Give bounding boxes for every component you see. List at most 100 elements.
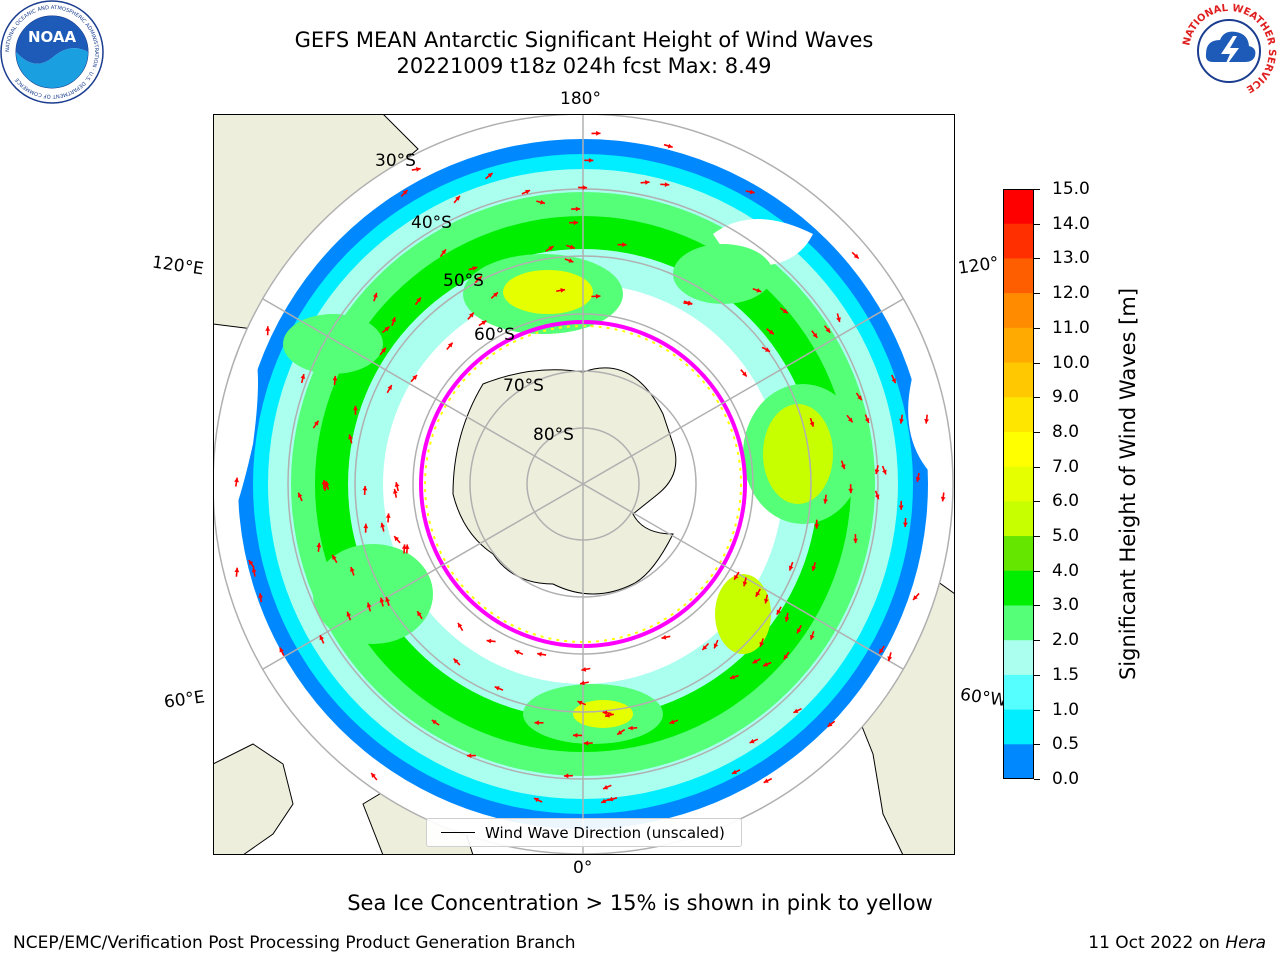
wave-arrow-head	[540, 199, 545, 205]
colorbar-tick-label: 2.0	[1052, 630, 1080, 651]
wave-arrow-head	[481, 320, 487, 326]
wave-arrow-head	[319, 635, 324, 641]
wave-arrow-head	[898, 505, 904, 510]
wave-arrow-head	[476, 276, 482, 281]
wave-arrow-head	[664, 182, 670, 187]
wave-arrow-head	[661, 634, 667, 640]
wave-arrow-head	[487, 173, 493, 178]
colorbar-tick-label: 3.0	[1052, 595, 1080, 616]
wave-arrow-head	[601, 798, 607, 804]
wave-arrow-head	[316, 542, 322, 548]
colorbar-tick-mark	[1034, 397, 1040, 399]
colorbar-segment	[1003, 466, 1034, 502]
wave-arrow-head	[645, 180, 650, 185]
wave-arrow-head	[783, 654, 789, 660]
wave-arrow-head	[864, 418, 870, 423]
wave-arrow-head	[874, 494, 880, 500]
wave-arrow-head	[915, 477, 921, 482]
wave-arrow-head	[814, 524, 820, 529]
wave-arrow-head	[346, 611, 352, 617]
wave-arrow-head	[363, 523, 369, 529]
map-legend: Wind Wave Direction (unscaled)	[426, 818, 742, 847]
wave-arrow-head	[537, 651, 542, 657]
wave-arrow-head	[853, 253, 859, 259]
wave-arrow-head	[568, 258, 574, 263]
wave-arrow-head	[417, 611, 422, 617]
colorbar-segment	[1003, 397, 1034, 433]
wave-arrow-head	[472, 266, 478, 271]
wave-arrow-head	[321, 480, 327, 485]
wave-arrow-head	[431, 720, 437, 725]
wave-arrow-head	[447, 342, 453, 348]
colorbar-tick-mark	[1034, 501, 1040, 503]
colorbar-tick-label: 1.5	[1052, 664, 1080, 685]
lon-label-60w: 60°W	[958, 684, 1009, 712]
colorbar-tick-label: 5.0	[1052, 526, 1080, 547]
wave-arrow-head	[891, 378, 896, 384]
colorbar-tick-label: 14.0	[1052, 213, 1090, 234]
wave-arrow-head	[763, 778, 769, 783]
wave-arrow-head	[940, 496, 946, 502]
wave-arrow-head	[279, 647, 284, 653]
wave-arrow-head	[251, 567, 257, 573]
wave-arrow-head	[314, 420, 319, 426]
wave-arrow-head	[583, 740, 589, 746]
wave-arrow-head	[324, 481, 330, 486]
wave-arrow-head	[776, 609, 781, 615]
colorbar-tick-mark	[1034, 709, 1040, 711]
wave-arrow-head	[731, 769, 737, 774]
wave-arrow-head	[258, 593, 263, 598]
colorbar-tick-label: 13.0	[1052, 248, 1090, 269]
colorbar-tick-label: 4.0	[1052, 560, 1080, 581]
wave-arrow-head	[784, 616, 790, 622]
wave-arrow-head	[752, 659, 758, 664]
colorbar-segment	[1003, 674, 1034, 711]
wave-arrow-head	[588, 158, 594, 163]
colorbar-tick-label: 0.5	[1052, 734, 1080, 755]
wave-arrow-head	[384, 326, 390, 332]
colorbar-tick-label: 11.0	[1052, 317, 1090, 338]
wave-arrow-head	[332, 554, 337, 560]
wave-arrow-head	[763, 662, 768, 667]
wave-arrow-head	[300, 374, 306, 379]
wave-arrow-head	[455, 195, 460, 201]
wave-arrow-head	[729, 674, 735, 680]
colorbar-segment	[1003, 189, 1034, 225]
colorbar-segment	[1003, 258, 1034, 294]
colorbar-tick-label: 6.0	[1052, 491, 1080, 512]
wave-arrow-head	[486, 638, 492, 644]
wave-arrow-head	[379, 597, 385, 603]
wave-arrow-head	[580, 680, 585, 686]
wave-arrow-head	[882, 469, 887, 475]
wave-arrow-head	[297, 492, 303, 498]
wave-arrow-head	[853, 538, 858, 544]
wave-arrow-head	[793, 708, 799, 713]
lon-label-0: 0°	[573, 858, 593, 878]
wave-arrow-head	[749, 189, 755, 195]
wave-arrow-head	[811, 566, 817, 571]
noaa-logo-text: NOAA	[28, 28, 77, 46]
wave-arrow-head	[596, 130, 601, 136]
wave-arrow-head	[836, 317, 841, 323]
wave-arrow-head	[493, 292, 498, 298]
colorbar-tick-label: 8.0	[1052, 421, 1080, 442]
chart-subtitle: 20221009 t18z 024h fcst Max: 8.49	[396, 54, 772, 78]
colorbar-tick-mark	[1034, 570, 1040, 572]
wave-arrow-head	[362, 485, 368, 491]
wave-arrow-head	[713, 643, 719, 649]
lat-label-70s: 70°S	[503, 376, 544, 396]
wave-arrow-head	[381, 347, 386, 353]
colorbar-tick-label: 12.0	[1052, 283, 1090, 304]
wave-arrow-head	[848, 417, 853, 423]
wave-arrow-head	[857, 395, 862, 401]
wave-arrow-head	[734, 574, 739, 580]
nws-logo: NATIONAL WEATHER SERVICE	[1179, 1, 1279, 101]
wave-arrow-head	[469, 312, 474, 318]
colorbar-segment	[1003, 501, 1034, 537]
colorbar-tick-label: 15.0	[1052, 179, 1090, 199]
wave-arrow-head	[494, 686, 500, 691]
wave-arrow-head	[742, 581, 748, 587]
wave-arrow-head	[248, 560, 254, 566]
wave-arrow-head	[742, 371, 747, 377]
wave-arrow-head	[913, 595, 918, 600]
